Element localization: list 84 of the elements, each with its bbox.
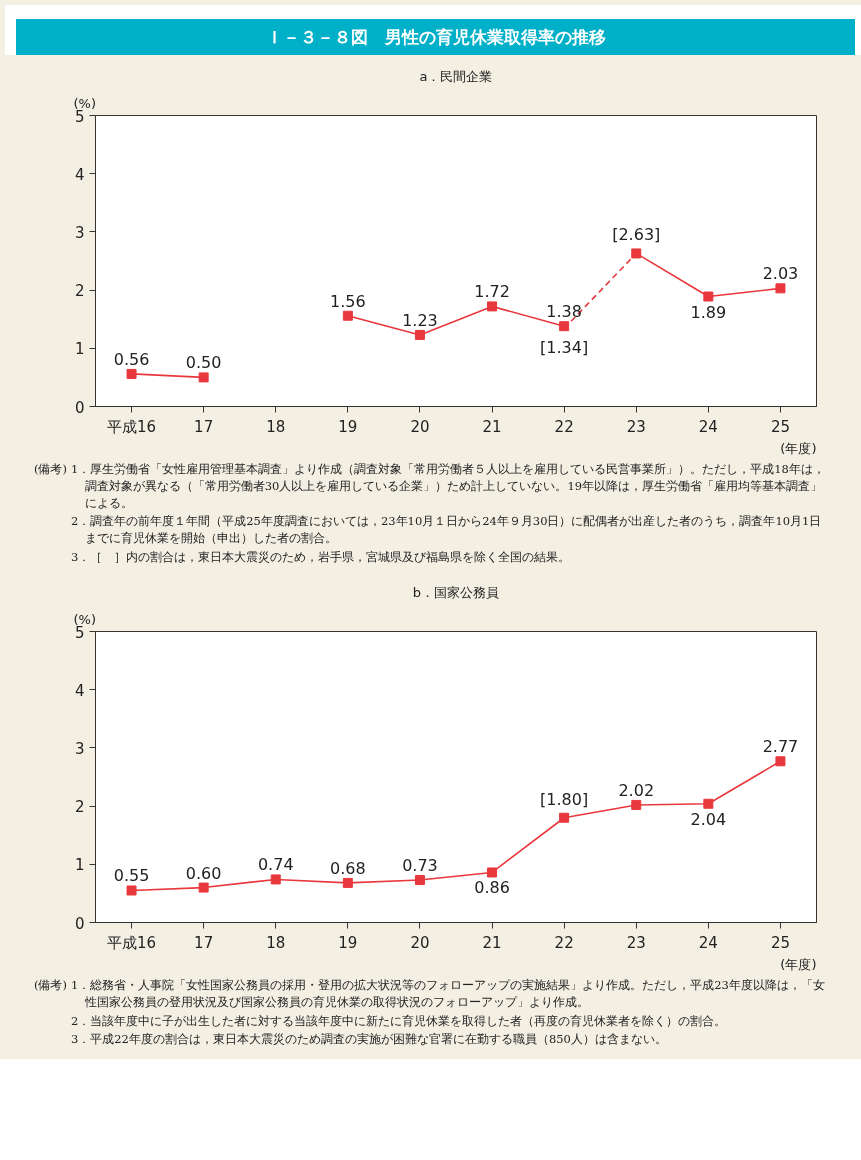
x-tick-label: 23 bbox=[626, 933, 646, 952]
x-tick-label: 22 bbox=[554, 417, 574, 436]
data-label: [2.63] bbox=[612, 225, 661, 245]
text: 1．厚生労働省「女性雇用管理基本調査」より作成（調査対象「常用労働者５人以上を雇用している民営事業所」）。ただし，平成18年は，調査対象が異なる（「常用労働者30人以上を雇用している企業」）ため計上していない。19年以降は，厚生労働省「雇用均等基本調査」による。 bbox=[70, 461, 826, 512]
data-label: 1.72 bbox=[474, 282, 510, 302]
x-tick-label: 25 bbox=[770, 417, 790, 436]
x-tick-label: 20 bbox=[410, 933, 430, 952]
data-label: 1.89 bbox=[690, 302, 727, 322]
data-label: 0.56 bbox=[113, 350, 150, 370]
x-tick-label: 平成16 bbox=[107, 417, 157, 436]
x-tick-label: 21 bbox=[482, 933, 502, 952]
point bbox=[775, 756, 786, 767]
y-tick-label: 4 bbox=[74, 165, 85, 184]
data-label: 0.73 bbox=[402, 856, 438, 876]
x-tick-label: 25 bbox=[770, 933, 790, 952]
point bbox=[775, 283, 786, 294]
data-label: 1.56 bbox=[330, 291, 366, 311]
text: 3．［ ］内の割合は，東日本大震災のため，岩手県，宮城県及び福島県を除く全国の結果。 bbox=[70, 548, 572, 566]
data-label: 2.03 bbox=[762, 264, 799, 284]
point bbox=[198, 883, 209, 894]
y-tick-label: 0 bbox=[74, 914, 85, 933]
chart-title: Ｉ－３－８図 男性の育児休業取得率の推移 bbox=[16, 19, 855, 56]
data-label: 2.02 bbox=[618, 781, 655, 801]
point bbox=[487, 301, 498, 312]
point bbox=[703, 799, 714, 810]
point bbox=[414, 330, 425, 341]
x-tick-label: 23 bbox=[626, 417, 646, 436]
text: 1．総務省・人事院「女性国家公務員の採用・登用の拡大状況等のフォローアップの実施結果」より作成。ただし，平成23年度以降は，「女性国家公務員の登用状況及び国家公務員の育児休業の取得状況のフォローアップ」より作成。 bbox=[70, 977, 826, 1012]
point bbox=[559, 813, 570, 824]
x-tick-label: 17 bbox=[194, 933, 214, 952]
x-tick-label: 平成16 bbox=[107, 933, 157, 952]
point bbox=[414, 875, 425, 886]
x-tick-label: 19 bbox=[338, 933, 358, 952]
x-tick-label: 21 bbox=[482, 417, 502, 436]
x-axis-title: (年度) bbox=[780, 956, 817, 972]
y-tick-label: 1 bbox=[74, 856, 85, 875]
point bbox=[487, 867, 498, 878]
x-tick-label: 20 bbox=[410, 417, 430, 436]
point bbox=[198, 372, 209, 383]
text: (備考) bbox=[33, 977, 68, 995]
x-tick-label: 17 bbox=[194, 417, 214, 436]
data-label: 0.68 bbox=[330, 859, 366, 879]
point bbox=[342, 310, 353, 321]
point bbox=[703, 291, 714, 302]
text: 2．当該年度中に子が出生した者に対する当該年度中に新たに育児休業を取得した者（再度の育児休業者を除く）の割合。 bbox=[70, 1012, 728, 1030]
data-label: 2.04 bbox=[690, 810, 727, 830]
point bbox=[559, 321, 570, 332]
chart-title: b．国家公務員 bbox=[412, 584, 500, 600]
text: 2．調査年の前年度１年間（平成25年度調査においては，23年10月１日から24年９月30日）に配偶者が出産した者のうち，調査年10月1日までに育児休業を開始（申出）した者の割合。 bbox=[70, 513, 823, 547]
x-axis-title: (年度) bbox=[780, 440, 817, 456]
y-tick-label: 3 bbox=[74, 740, 85, 759]
data-label: 0.86 bbox=[474, 878, 510, 898]
data-label: [1.80] bbox=[540, 790, 589, 810]
y-tick-label: 2 bbox=[74, 798, 85, 817]
x-tick-label: 19 bbox=[338, 417, 358, 436]
data-label: 0.50 bbox=[185, 353, 222, 373]
y-axis-title: (%) bbox=[73, 95, 96, 111]
y-tick-label: 3 bbox=[74, 224, 85, 243]
y-tick-label: 0 bbox=[74, 398, 85, 417]
x-tick-label: 18 bbox=[266, 933, 286, 952]
point bbox=[270, 874, 281, 885]
data-label: 0.60 bbox=[185, 864, 222, 884]
y-axis-title: (%) bbox=[73, 611, 96, 627]
y-tick-label: 1 bbox=[74, 340, 85, 359]
data-label: 2.77 bbox=[762, 737, 799, 757]
data-label: [1.34] bbox=[540, 337, 589, 357]
y-tick-label: 4 bbox=[74, 682, 85, 701]
data-label: 0.55 bbox=[113, 866, 150, 886]
chart-subtitle: a．民間企業 bbox=[419, 68, 493, 84]
point bbox=[342, 878, 353, 889]
x-tick-label: 22 bbox=[554, 933, 574, 952]
data-label: 0.74 bbox=[257, 855, 294, 875]
x-tick-label: 24 bbox=[698, 417, 718, 436]
point bbox=[631, 800, 642, 811]
data-label: 1.23 bbox=[402, 311, 438, 331]
text: (備考) bbox=[33, 461, 68, 479]
data-label: 1.38 bbox=[546, 302, 582, 322]
x-tick-label: 24 bbox=[698, 933, 718, 952]
point bbox=[126, 369, 137, 380]
y-tick-label: 2 bbox=[74, 282, 85, 301]
point bbox=[126, 885, 137, 896]
x-tick-label: 18 bbox=[266, 417, 286, 436]
text: 3．平成22年度の割合は，東日本大震災のため調査の実施が困難な官署に在勤する職員（850人）は含まない。 bbox=[70, 1031, 668, 1049]
point bbox=[631, 248, 642, 259]
